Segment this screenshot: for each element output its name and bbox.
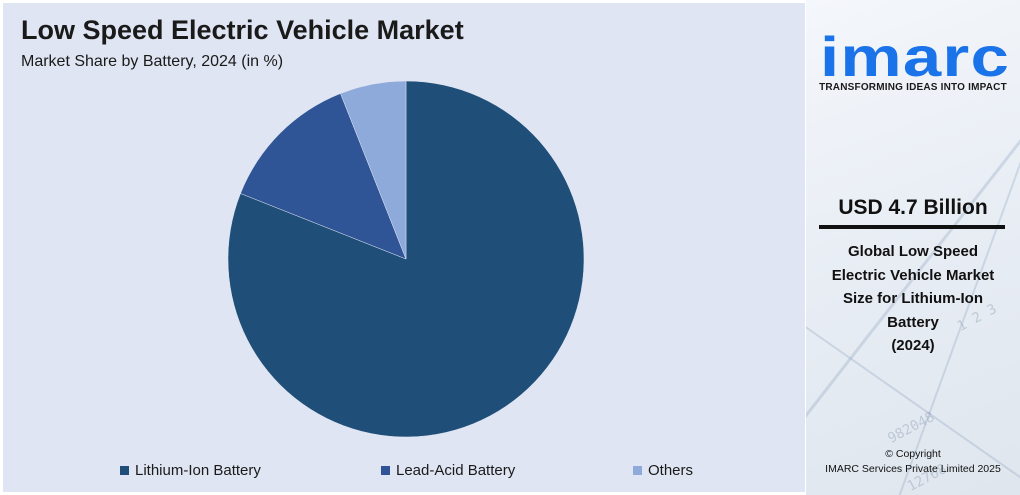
chart-subtitle: Market Share by Battery, 2024 (in %)	[21, 53, 284, 70]
legend-item-lead-acid: Lead-Acid Battery	[381, 462, 515, 479]
pie-slice-others	[340, 80, 407, 260]
description-line: Global Low Speed	[847, 243, 978, 260]
legend-swatch-lead-acid	[381, 466, 390, 475]
chart-panel: Low Speed Electric Vehicle Market Market…	[3, 3, 805, 492]
legend-label-others: Others	[648, 462, 694, 479]
logo-wordmark: imarc	[820, 25, 1010, 88]
description-line: Battery	[887, 313, 939, 331]
chart-legend: Lithium-Ion Battery Lead-Acid Battery Ot…	[3, 462, 805, 482]
decorative-digits: 982048	[885, 409, 938, 447]
pie-slice-lead-acid	[240, 93, 407, 260]
copyright-line: IMARC Services Private Limited 2025	[825, 463, 1001, 475]
pie-chart	[227, 80, 585, 438]
description-line: Electric Vehicle Market	[831, 266, 995, 284]
pie-slice-lithium-ion	[227, 80, 585, 438]
value-divider	[819, 225, 1005, 229]
chart-title: Low Speed Electric Vehicle Market	[21, 15, 464, 45]
legend-swatch-lithium-ion	[120, 466, 129, 475]
legend-item-lithium-ion: Lithium-Ion Battery	[120, 462, 261, 479]
description-line: (2024)	[891, 337, 935, 354]
legend-item-others: Others	[633, 462, 693, 479]
market-description: Global Low Speed Electric Vehicle Market…	[814, 240, 1012, 358]
description-line: Size for Lithium-Ion	[843, 290, 983, 307]
info-sidebar: 1 2 3 982048 12768 imarc TRANSFORMING ID…	[806, 0, 1020, 495]
copyright-line: © Copyright	[885, 448, 941, 460]
copyright-notice: © Copyright IMARC Services Private Limit…	[806, 447, 1020, 477]
legend-label-lead-acid: Lead-Acid Battery	[396, 462, 516, 479]
tagline: TRANSFORMING IDEAS INTO IMPACT	[819, 82, 1007, 93]
market-value: USD 4.7 Billion	[838, 196, 988, 219]
legend-swatch-others	[633, 466, 642, 475]
legend-label-lithium-ion: Lithium-Ion Battery	[135, 462, 261, 479]
imarc-logo: imarc	[820, 25, 1010, 88]
